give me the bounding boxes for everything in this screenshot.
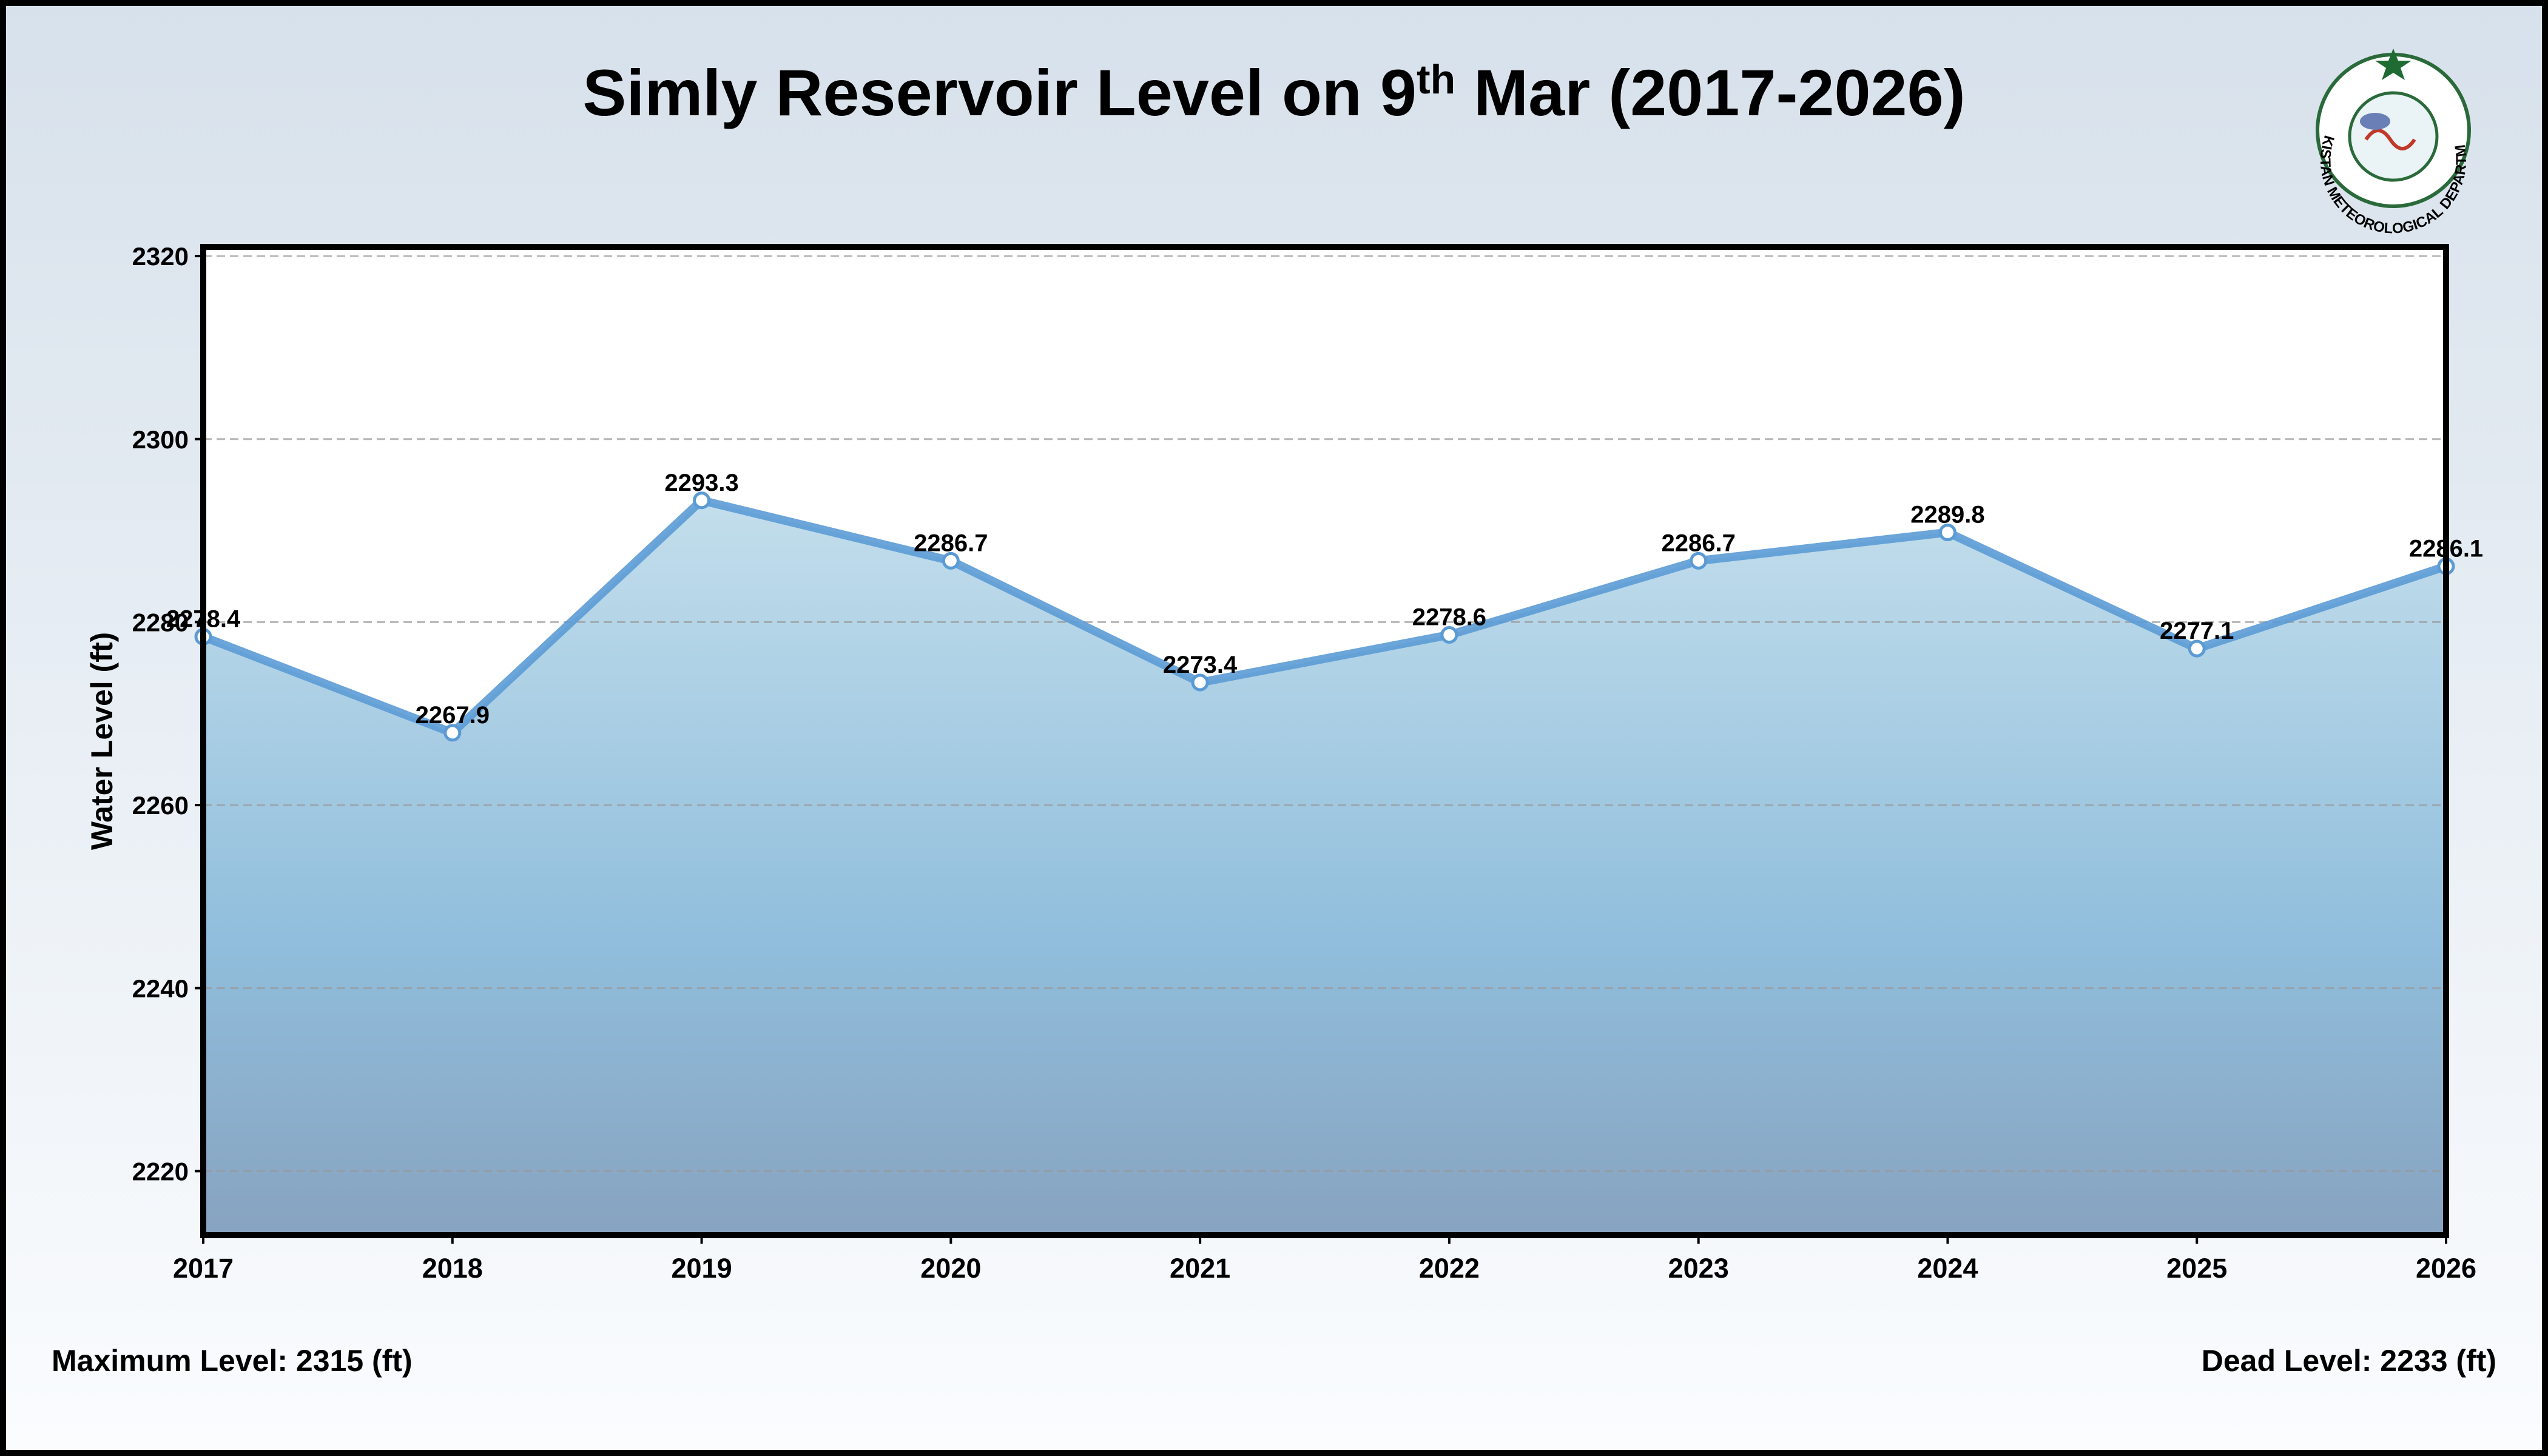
value-label: 2293.3 [664, 470, 738, 496]
y-tick-label: 2320 [132, 242, 189, 271]
x-tick-label: 2024 [1917, 1253, 1978, 1284]
value-label: 2267.9 [416, 702, 490, 729]
y-axis-label: Water Level (ft) [85, 632, 119, 850]
y-tick-label: 2260 [132, 791, 189, 820]
value-label: 2286.7 [914, 530, 988, 556]
x-tick-label: 2026 [2416, 1253, 2476, 1284]
data-point [2188, 639, 2206, 658]
value-label: 2273.4 [1163, 652, 1238, 678]
value-label: 2277.1 [2160, 618, 2234, 644]
y-tick-label: 2240 [132, 974, 189, 1003]
x-tick-label: 2018 [422, 1253, 483, 1284]
chart-title: Simly Reservoir Level on 9th Mar (2017-2… [582, 56, 1965, 129]
line [201, 496, 2448, 737]
footer-right: Dead Level: 2233 (ft) [2202, 1344, 2496, 1378]
x-tick-label: 2022 [1419, 1253, 1480, 1284]
data-point [1690, 551, 1708, 570]
data-point [1191, 673, 1209, 692]
y-tick-label: 2220 [132, 1157, 189, 1185]
x-tick-label: 2023 [1668, 1253, 1729, 1284]
x-tick-label: 2017 [173, 1253, 234, 1284]
x-tick-label: 2019 [672, 1253, 732, 1284]
value-label: 2286.7 [1661, 530, 1735, 556]
plot-area [201, 247, 2448, 1235]
x-tick-label: 2020 [920, 1253, 981, 1284]
y-tick-label: 2300 [132, 425, 189, 454]
data-point [443, 724, 462, 742]
plot-frame [200, 244, 2449, 1238]
value-label: 2278.6 [1412, 604, 1486, 631]
y-tick-label: 2280 [132, 608, 189, 636]
x-tick-label: 2025 [2166, 1253, 2227, 1284]
data-point [942, 551, 960, 570]
x-tick-label: 2021 [1170, 1253, 1230, 1284]
data-point [1440, 626, 1458, 644]
value-label: 2289.8 [1910, 502, 1984, 528]
data-point [1938, 524, 1956, 542]
area-fill [203, 500, 2446, 1235]
data-point [693, 491, 711, 510]
footer-left: Maximum Level: 2315 (ft) [52, 1344, 413, 1378]
